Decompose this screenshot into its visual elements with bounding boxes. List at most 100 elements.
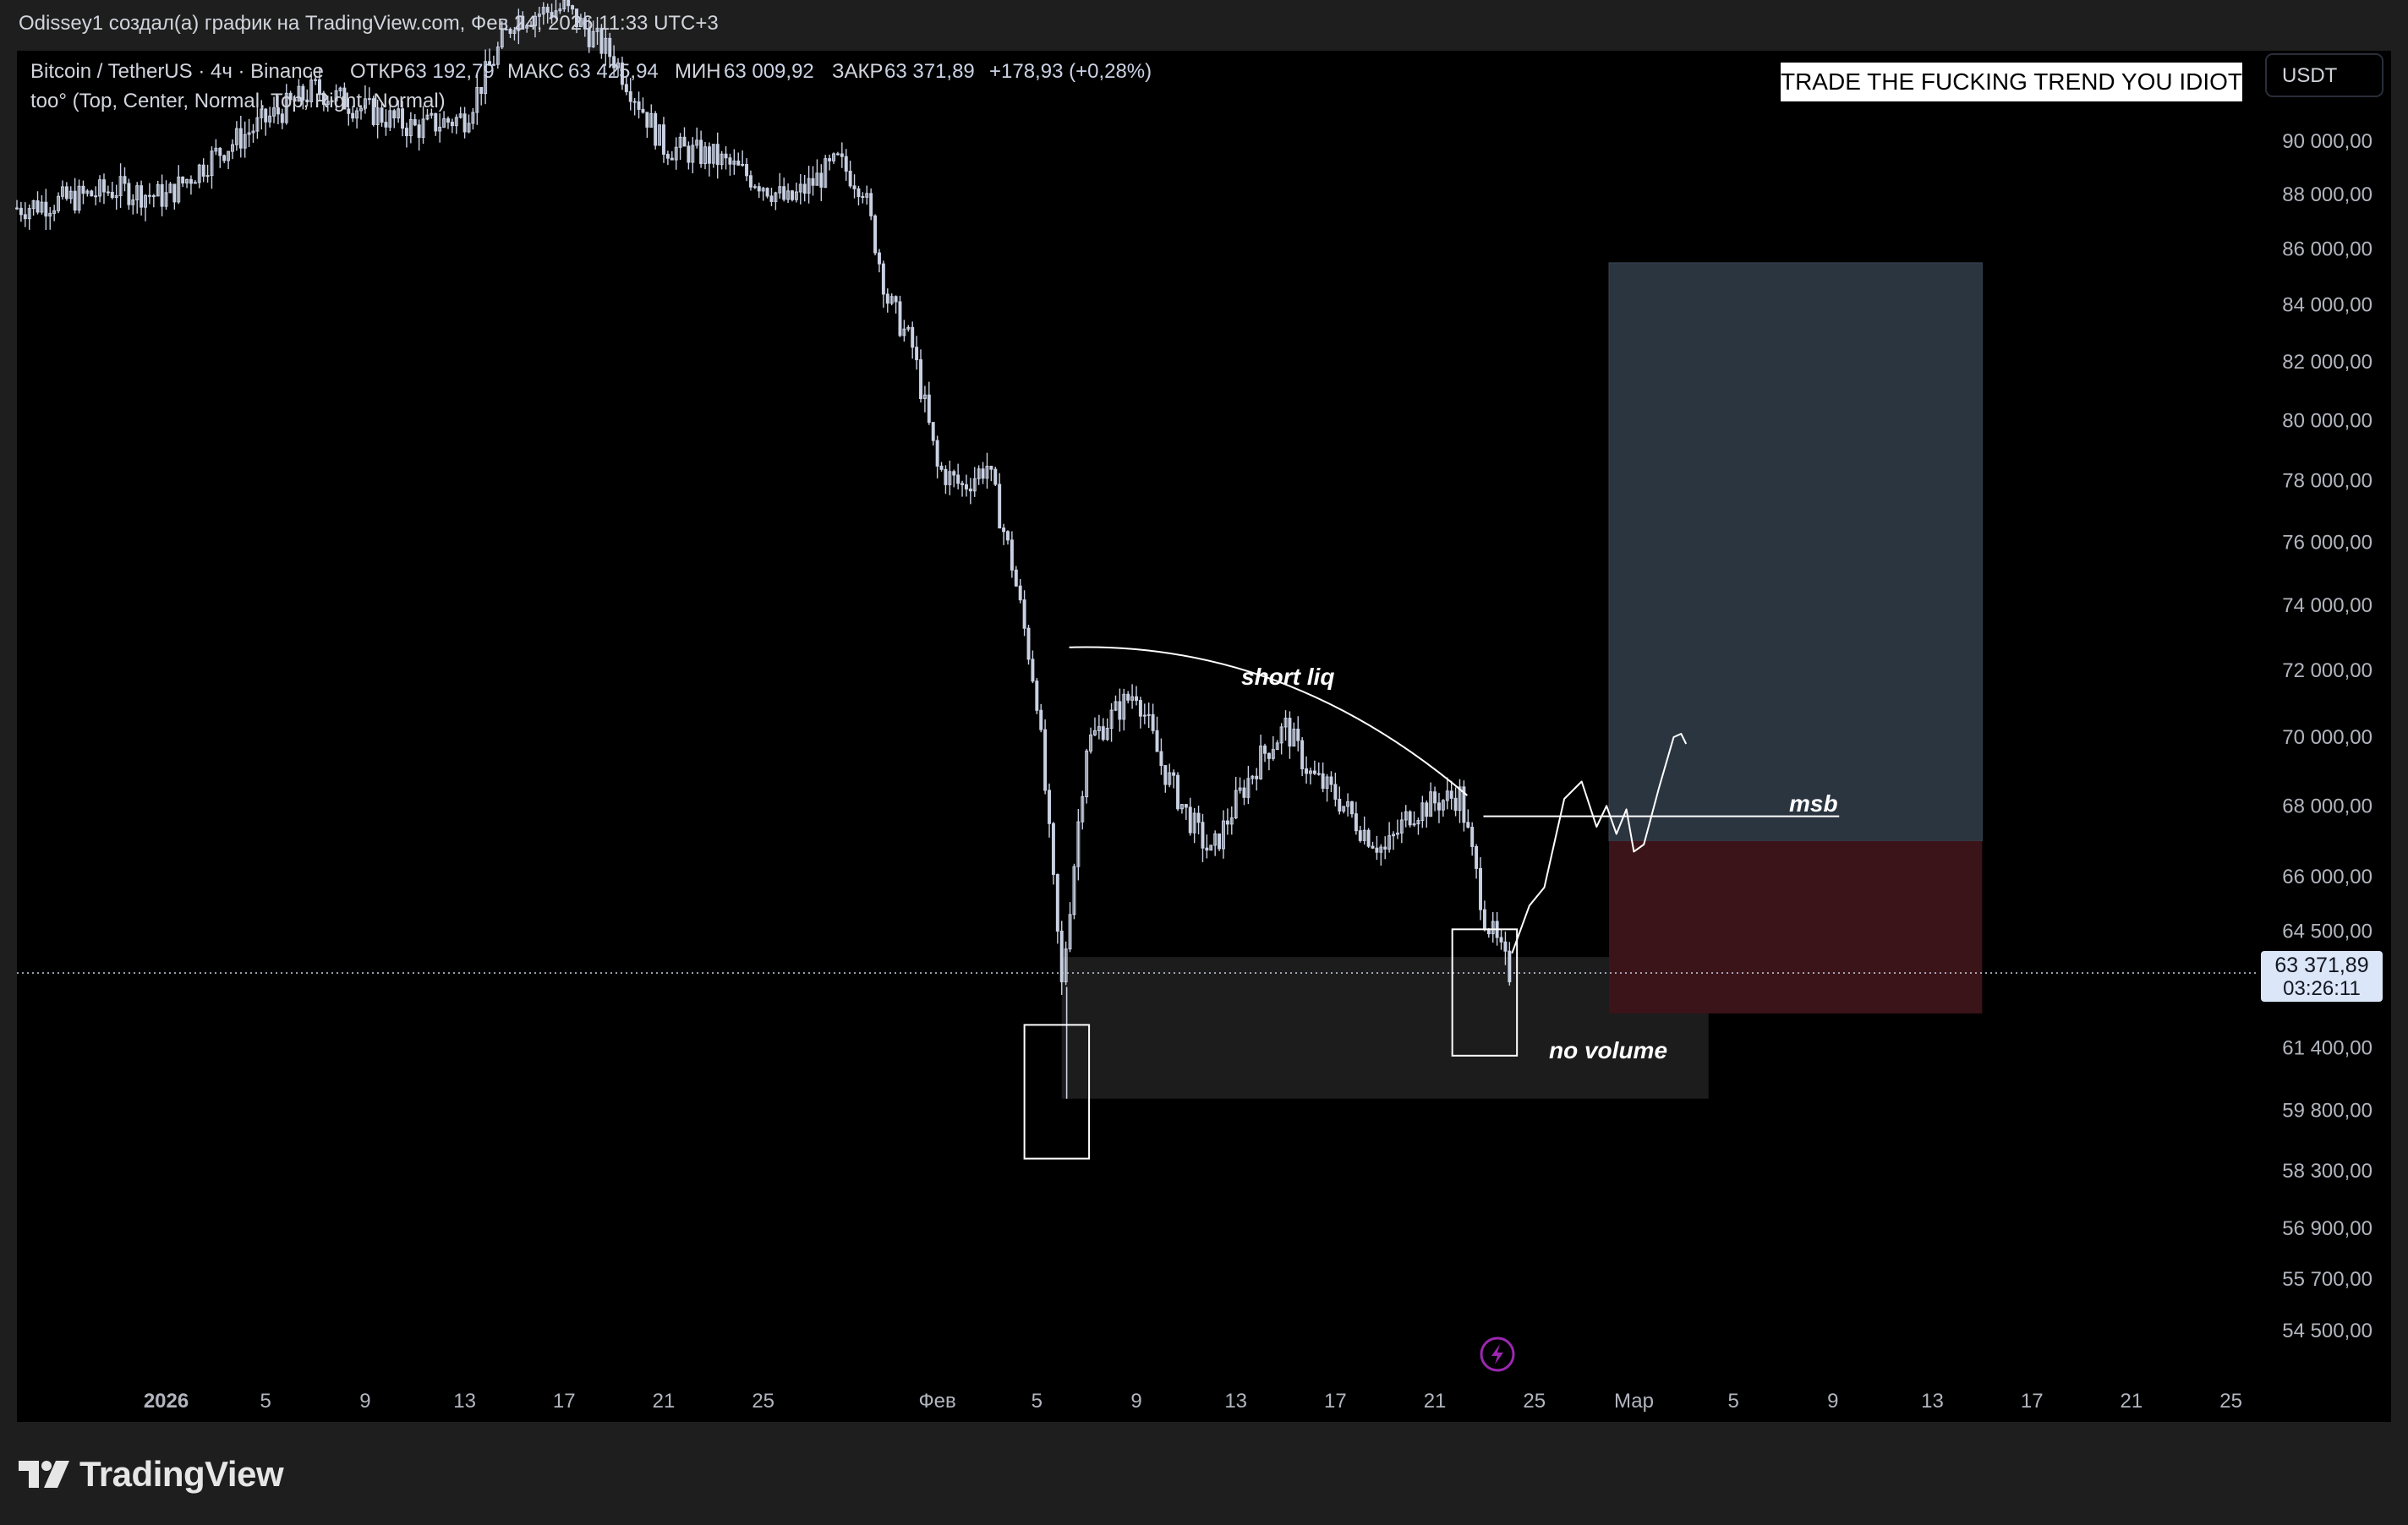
candle-body — [1114, 701, 1118, 711]
candle-body — [144, 194, 147, 208]
candle-body — [964, 484, 968, 489]
candle-body — [778, 186, 782, 194]
candle-body — [774, 192, 778, 202]
candle-body — [1362, 829, 1366, 841]
candle-body — [1097, 726, 1101, 731]
candle-body — [309, 79, 314, 102]
candle-body — [334, 90, 338, 101]
candle-body — [231, 144, 234, 152]
candle-body — [314, 79, 318, 81]
candle-body — [491, 63, 495, 66]
candle-body — [840, 153, 844, 157]
candle-body — [998, 484, 1002, 529]
candle-body — [214, 147, 218, 152]
candle-body — [1312, 770, 1316, 774]
candle-body — [1259, 745, 1263, 779]
time-tick-label: 25 — [1523, 1390, 1546, 1413]
candle-body — [227, 150, 231, 161]
candle-body — [541, 7, 545, 15]
liquidity-box-right — [1451, 928, 1519, 1057]
candle-body — [102, 179, 106, 193]
candle-body — [60, 186, 64, 197]
candle-body — [529, 25, 534, 27]
candle-body — [1300, 740, 1305, 769]
candle-body — [23, 214, 27, 220]
candle-body — [367, 98, 371, 101]
candle-body — [317, 79, 321, 94]
currency-button-label: USDT — [2282, 64, 2338, 87]
candle-body — [342, 87, 347, 110]
candle-body — [1486, 929, 1491, 935]
candle-body — [1059, 930, 1064, 982]
currency-button[interactable] — [2265, 53, 2383, 97]
candle-body — [73, 190, 77, 210]
candle-body — [989, 466, 993, 470]
candle-body — [748, 175, 752, 188]
tradingview-logo[interactable]: TradingView — [19, 1452, 284, 1496]
candle-body — [687, 145, 691, 163]
candle-body — [1342, 806, 1346, 812]
candle-body — [1142, 714, 1147, 717]
candle-body — [417, 124, 421, 139]
candle-body — [347, 108, 351, 114]
candle-body — [181, 176, 185, 183]
candle-body — [1122, 693, 1126, 720]
candle-body — [401, 108, 405, 129]
price-tick-label: 86 000,00 — [2282, 238, 2372, 261]
candle-body — [885, 293, 889, 304]
candle-body — [1425, 802, 1429, 817]
candle-body — [1039, 709, 1043, 730]
candle-body — [782, 186, 786, 200]
candle-body — [919, 359, 922, 400]
candle-body — [1350, 801, 1354, 815]
price-axis[interactable] — [2256, 51, 2391, 1422]
lightning-icon[interactable] — [1480, 1336, 1515, 1372]
candle-body — [1010, 539, 1014, 571]
liquidity-box-left — [1023, 1024, 1091, 1160]
candle-body — [1184, 804, 1188, 808]
candle-body — [877, 252, 881, 265]
candle-body — [338, 87, 342, 91]
candle-body — [1242, 787, 1246, 798]
candle-body — [397, 108, 401, 119]
candle-body — [495, 46, 500, 65]
legend-high-value: 63 425,94 — [568, 60, 659, 83]
candle-body — [956, 474, 960, 484]
candle-body — [981, 468, 985, 479]
candle-body — [1109, 709, 1114, 729]
candle-body — [1209, 844, 1213, 851]
candle-body — [462, 113, 467, 133]
time-tick-label: 9 — [359, 1390, 370, 1413]
candle-body — [404, 128, 408, 137]
stop-zone — [1609, 840, 1983, 1014]
candle-body — [1035, 681, 1039, 711]
candle-body — [1462, 786, 1466, 823]
candle-body — [641, 108, 645, 113]
candle-body — [1375, 847, 1379, 853]
candle-body — [608, 37, 612, 57]
candle-body — [1192, 812, 1196, 834]
candle-body — [504, 28, 508, 30]
candle-body — [1325, 776, 1329, 790]
candle-body — [894, 296, 898, 303]
candle-body — [52, 210, 57, 214]
candle-body — [434, 112, 438, 132]
candle-body — [454, 117, 458, 127]
candle-body — [264, 108, 268, 123]
time-tick-label: 5 — [1727, 1390, 1738, 1413]
candle-body — [1043, 729, 1048, 791]
candle-body — [1147, 713, 1151, 716]
candle-body — [1159, 751, 1163, 767]
candle-body — [575, 8, 578, 28]
time-axis[interactable] — [17, 1375, 2256, 1422]
candle-body — [15, 207, 19, 210]
candle-body — [1420, 802, 1425, 822]
candle-body — [537, 14, 541, 17]
candle-body — [123, 176, 127, 184]
candle-body — [164, 192, 168, 207]
candle-body — [898, 301, 902, 336]
candle-body — [77, 185, 81, 210]
candle-body — [1491, 921, 1495, 935]
candle-body — [645, 112, 649, 128]
